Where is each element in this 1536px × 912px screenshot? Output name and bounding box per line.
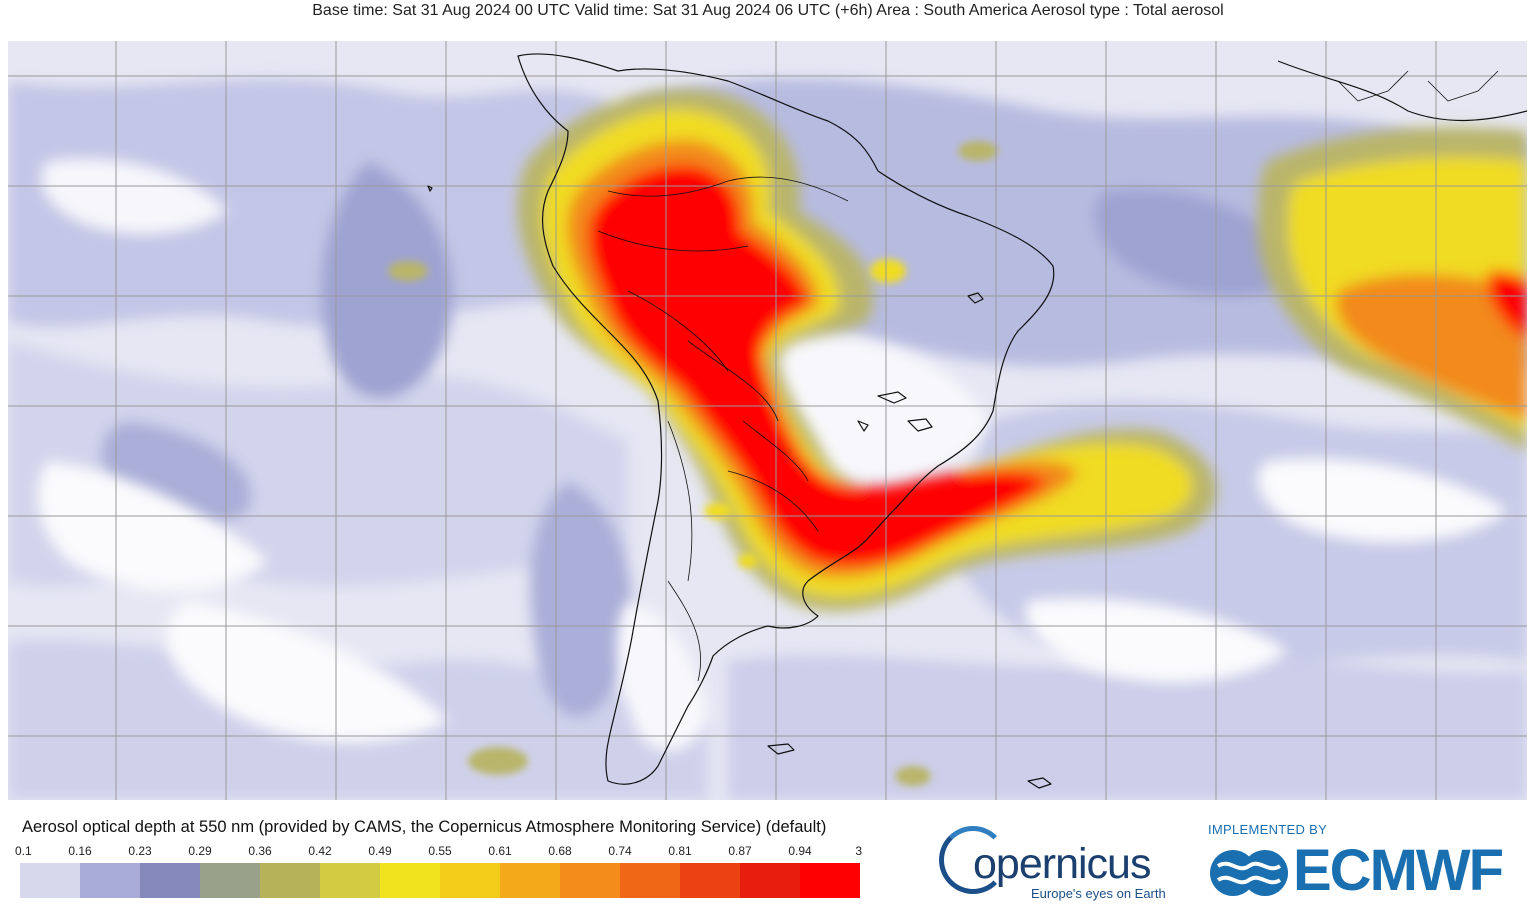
legend-swatch (80, 863, 140, 898)
legend-tick-label: 0.68 (548, 844, 572, 858)
legend-tick-label: 0.74 (608, 844, 632, 858)
copernicus-logo: opernicus Europe's eyes on Earth (935, 822, 1170, 904)
legend-swatch (380, 863, 440, 898)
legend-tick-label: 0.81 (668, 844, 692, 858)
legend-tick-label: 0.55 (428, 844, 452, 858)
legend-swatch (140, 863, 200, 898)
legend-colorbar (20, 863, 860, 898)
legend-swatch (560, 863, 620, 898)
legend-tick-label: 0.94 (788, 844, 812, 858)
legend-swatch (740, 863, 800, 898)
legend-tick-label: 0.87 (728, 844, 752, 858)
copernicus-tagline: Europe's eyes on Earth (1031, 886, 1166, 901)
legend-tick-label: 0.29 (188, 844, 212, 858)
legend-tick-label: 0.42 (308, 844, 332, 858)
legend-swatch (680, 863, 740, 898)
copernicus-wordmark: opernicus (973, 840, 1151, 888)
map-canvas (8, 41, 1527, 800)
coastlines (427, 53, 1527, 789)
ecmwf-wordmark: ECMWF (1293, 838, 1504, 903)
legend-title: Aerosol optical depth at 550 nm (provide… (22, 818, 827, 836)
ecmwf-emblem-icon (1210, 850, 1288, 896)
clean-air-patches (37, 158, 1508, 751)
legend-swatch (500, 863, 560, 898)
legend-swatch (20, 863, 80, 898)
legend-swatch (260, 863, 320, 898)
ecmwf-logo: IMPLEMENTED BY ECMWF (1205, 820, 1530, 904)
implemented-by-label: IMPLEMENTED BY (1208, 822, 1328, 837)
legend-swatch (800, 863, 860, 898)
south-america-coastline (517, 53, 1055, 785)
scattered-blobs (388, 141, 998, 786)
legend-tick-label: 0.61 (488, 844, 512, 858)
light-aerosol-layer (8, 78, 1527, 800)
legend-swatch (440, 863, 500, 898)
legend-tick-label: 0.16 (68, 844, 92, 858)
copernicus-ring-icon (939, 826, 1007, 894)
aerosol-map[interactable] (8, 41, 1527, 800)
legend-tick-label: 0.36 (248, 844, 272, 858)
legend-swatch (200, 863, 260, 898)
african-plume (1258, 127, 1527, 451)
legend-tick-label: 3 (855, 844, 863, 858)
legend-tick-label: 0.49 (368, 844, 392, 858)
legend-tick-label: 0.1 (14, 844, 32, 858)
header-title: Base time: Sat 31 Aug 2024 00 UTC Valid … (312, 2, 1224, 19)
legend-tick-label: 0.23 (128, 844, 152, 858)
graticule (8, 41, 1527, 800)
africa-coastline (1277, 60, 1527, 122)
legend-tick-row: 0.1 0.16 0.23 0.29 0.36 0.42 0.49 0.55 0.61 0.68 0… (15, 844, 870, 860)
smoke-plume (517, 89, 1217, 612)
legend-swatch (620, 863, 680, 898)
legend-swatch (320, 863, 380, 898)
